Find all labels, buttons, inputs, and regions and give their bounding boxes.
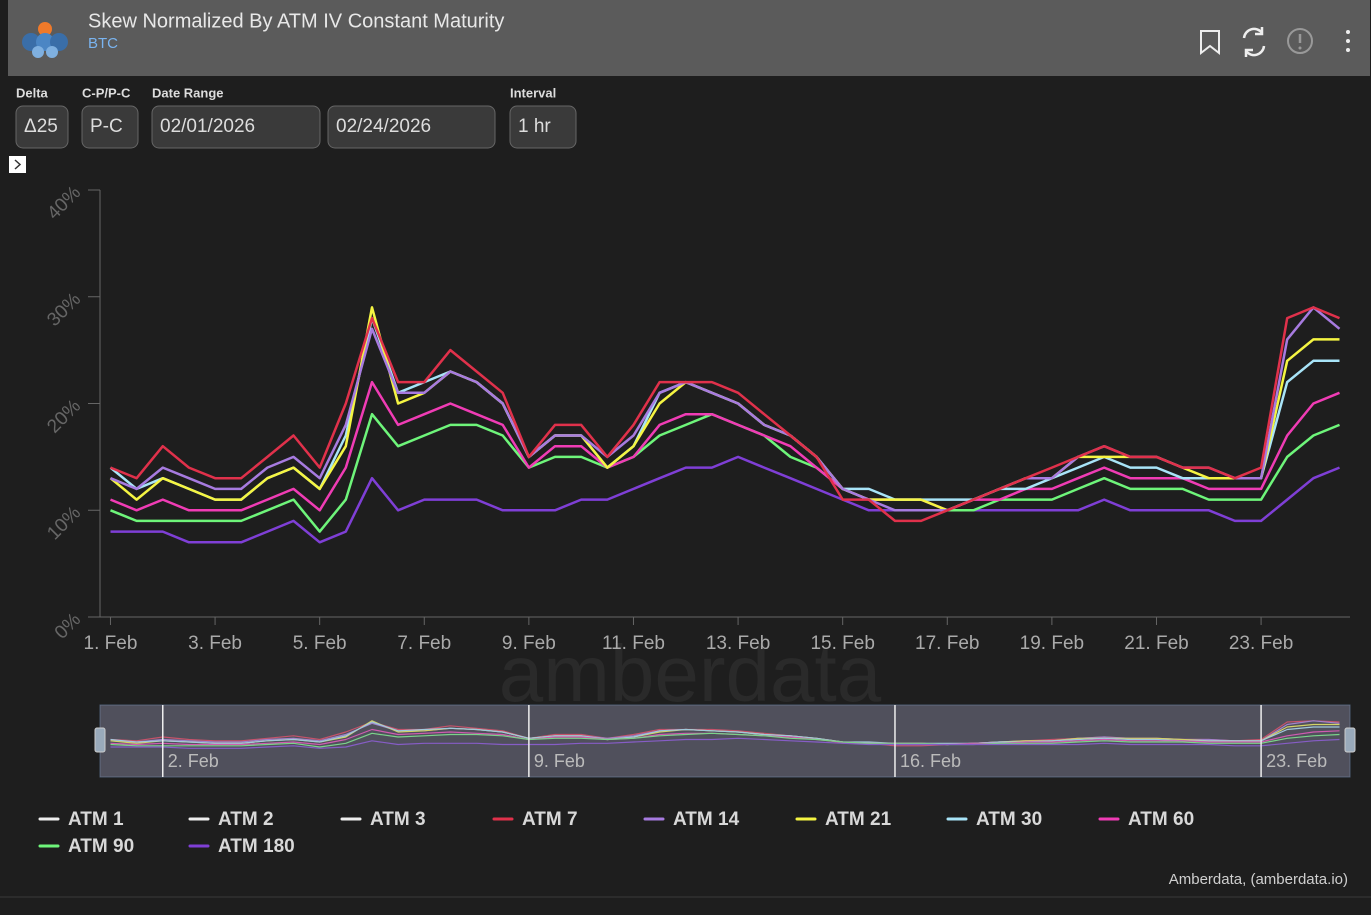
control-label: Delta	[16, 85, 49, 100]
legend-label: ATM 7	[522, 809, 578, 830]
control-value: 02/01/2026	[160, 116, 255, 137]
legend-label: ATM 90	[68, 836, 134, 857]
navigator-tick-label: 9. Feb	[534, 751, 585, 771]
info-icon[interactable]	[1287, 28, 1313, 54]
legend-label: ATM 60	[1128, 809, 1194, 830]
collapse-toggle[interactable]	[9, 156, 26, 173]
navigator-handle[interactable]	[94, 727, 106, 753]
legend-item[interactable]: ATM 2	[188, 809, 274, 830]
navigator-line	[110, 721, 1340, 744]
legend-label: ATM 2	[218, 809, 274, 830]
legend-label: ATM 1	[68, 809, 124, 830]
legend-item[interactable]: ATM 90	[38, 836, 134, 857]
x-tick-label: 7. Feb	[397, 633, 451, 654]
x-tick-label: 19. Feb	[1020, 633, 1084, 654]
navigator-handle[interactable]	[1344, 727, 1356, 753]
legend-item[interactable]: ATM 3	[340, 809, 426, 830]
control-box[interactable]	[509, 105, 577, 149]
legend-item[interactable]: ATM 21	[795, 809, 892, 830]
x-tick-label: 23. Feb	[1229, 633, 1293, 654]
control-box[interactable]	[151, 105, 321, 149]
legend-item[interactable]: ATM 30	[946, 809, 1042, 830]
control-box[interactable]	[327, 105, 496, 149]
control-value: 1 hr	[518, 116, 551, 137]
x-tick-label: 15. Feb	[810, 633, 874, 654]
control-label: C-P/P-C	[82, 85, 131, 100]
navigator-tick-label: 23. Feb	[1266, 751, 1327, 771]
control-value: P-C	[90, 116, 123, 137]
header-subtitle: BTC	[88, 35, 118, 52]
control-value: Δ25	[24, 116, 58, 137]
bookmark-icon[interactable]	[1200, 30, 1220, 56]
legend-label: ATM 3	[370, 809, 426, 830]
x-tick-label: 21. Feb	[1124, 633, 1188, 654]
control-label: Interval	[510, 85, 556, 100]
header-title: Skew Normalized By ATM IV Constant Matur…	[88, 10, 504, 32]
series-line	[110, 306, 1340, 523]
navigator-selection	[100, 705, 1350, 777]
navigator-tick-label: 2. Feb	[168, 751, 219, 771]
control-value: 02/24/2026	[336, 116, 431, 137]
legend-item[interactable]: ATM 1	[38, 809, 124, 830]
series-line	[110, 455, 1340, 544]
menu-icon[interactable]	[1346, 30, 1350, 52]
legend-label: ATM 14	[673, 809, 740, 830]
x-tick-label: 3. Feb	[188, 633, 242, 654]
legend-label: ATM 30	[976, 809, 1042, 830]
x-tick-label: 11. Feb	[602, 633, 665, 654]
header-bar	[8, 0, 1370, 76]
logo	[22, 22, 68, 58]
control-box[interactable]	[81, 105, 139, 149]
x-tick-label: 1. Feb	[84, 633, 138, 654]
legend-item[interactable]: ATM 60	[1098, 809, 1194, 830]
legend-label: ATM 21	[825, 809, 892, 830]
credit: Amberdata, (amberdata.io)	[1169, 871, 1348, 888]
x-tick-label: 13. Feb	[706, 633, 770, 654]
control-box[interactable]	[15, 105, 69, 149]
x-tick-label: 9. Feb	[502, 633, 556, 654]
navigator-tick-label: 16. Feb	[900, 751, 961, 771]
series-line	[110, 380, 1340, 512]
watermark: amberdata	[499, 629, 882, 718]
legend-item[interactable]: ATM 180	[188, 836, 295, 857]
control-label: Date Range	[152, 85, 224, 100]
navigator-line	[110, 737, 1340, 749]
legend-label: ATM 180	[218, 836, 295, 857]
legend-item[interactable]: ATM 7	[492, 809, 578, 830]
x-tick-label: 17. Feb	[915, 633, 979, 654]
refresh-icon[interactable]	[1242, 27, 1266, 57]
x-tick-label: 5. Feb	[293, 633, 347, 654]
navigator-line	[110, 732, 1340, 748]
legend-item[interactable]: ATM 14	[643, 809, 740, 830]
